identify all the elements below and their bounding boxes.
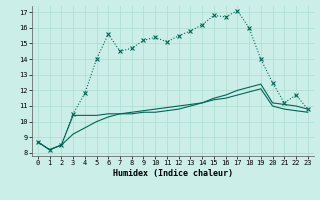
X-axis label: Humidex (Indice chaleur): Humidex (Indice chaleur) [113,169,233,178]
